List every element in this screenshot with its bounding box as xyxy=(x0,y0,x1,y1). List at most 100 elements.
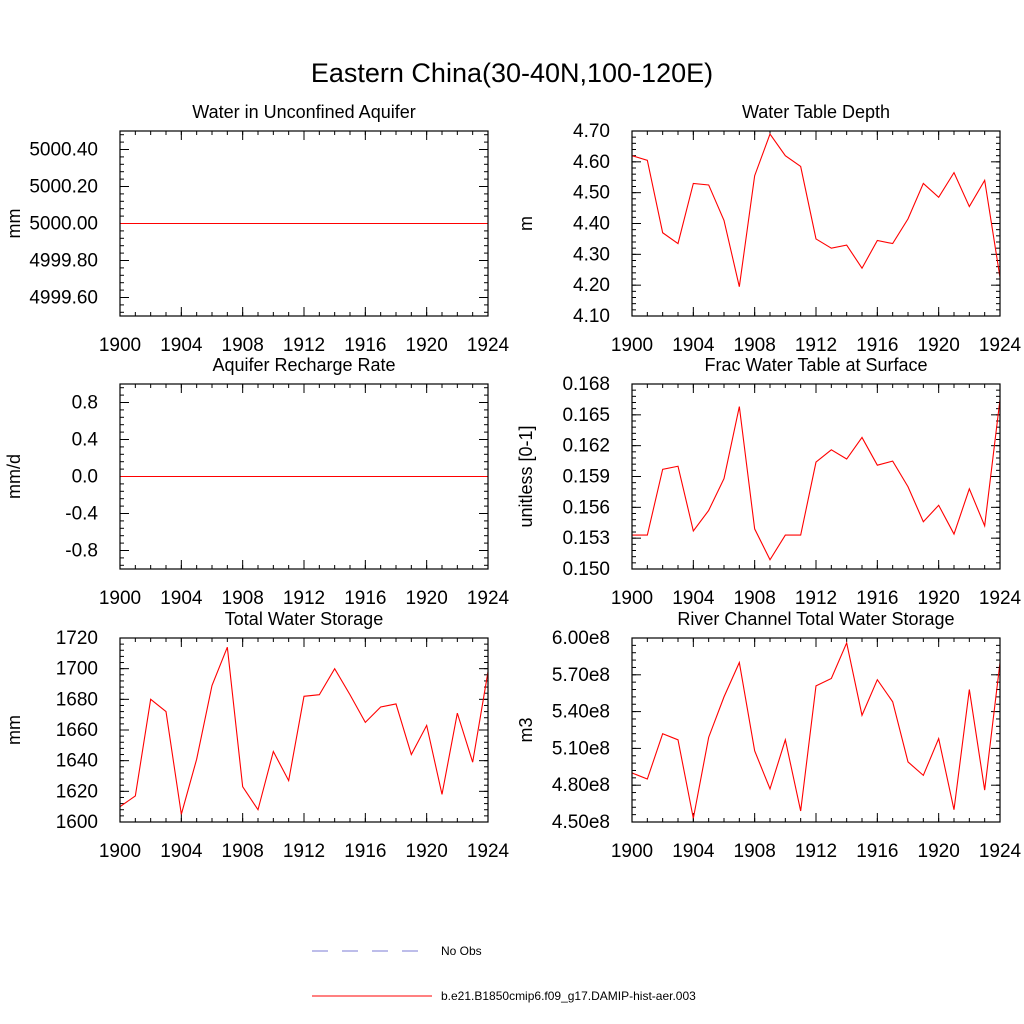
y-tick-label: 1680 xyxy=(56,689,98,710)
y-axis-label: mm xyxy=(4,209,24,239)
y-tick-label: 5.70e8 xyxy=(552,665,610,686)
chart-panel-3: Aquifer Recharge Rate mm/d 1900 1904 1908 191… xyxy=(4,355,510,609)
x-tick-label: 1916 xyxy=(344,335,386,356)
y-tick-label: 1700 xyxy=(56,659,98,680)
y-tick-label: 1660 xyxy=(56,720,98,741)
y-tick-label: 5000.20 xyxy=(29,177,98,198)
plot-frame xyxy=(119,130,489,317)
x-tick-label: 1924 xyxy=(979,588,1022,609)
y-tick-label: 0.0 xyxy=(72,467,98,488)
x-tick-label: 1908 xyxy=(222,335,264,356)
x-tick-label: 1912 xyxy=(283,335,325,356)
x-tick-label: 1904 xyxy=(672,588,715,609)
x-tick-label: 1904 xyxy=(160,841,203,862)
y-tick-label: 5000.40 xyxy=(29,140,98,161)
x-tick-label: 1924 xyxy=(467,841,510,862)
x-tick-label: 1908 xyxy=(734,335,776,356)
y-tick-label: 1600 xyxy=(56,812,98,833)
series-line-1 xyxy=(631,641,1001,819)
x-tick-label: 1912 xyxy=(283,588,325,609)
chart-panel-5: Total Water Storage mm 1900 1904 1908 1912 191… xyxy=(4,609,510,862)
x-tick-label: 1920 xyxy=(406,841,448,862)
y-tick-label: 0.8 xyxy=(72,393,98,414)
x-tick-label: 1912 xyxy=(795,335,837,356)
x-tick-label: 1904 xyxy=(160,335,203,356)
y-tick-label: 1620 xyxy=(56,781,98,802)
y-tick-label: 4999.80 xyxy=(29,251,98,272)
y-tick-label: 4.20 xyxy=(573,275,610,296)
legend-entry-2: b.e21.B1850cmip6.f09_g17.DAMIP-hist-aer.… xyxy=(312,989,696,1003)
x-tick-label: 1900 xyxy=(611,841,653,862)
legend-label: b.e21.B1850cmip6.f09_g17.DAMIP-hist-aer.… xyxy=(441,989,696,1003)
x-tick-label: 1924 xyxy=(467,588,510,609)
x-tick-label: 1900 xyxy=(611,588,653,609)
chart-panels: Water in Unconfined Aquifer mm 1900 1904 190… xyxy=(4,102,1022,862)
plot-frame xyxy=(119,383,489,570)
panel-title: Total Water Storage xyxy=(225,609,383,629)
legend-entry-1: No Obs xyxy=(312,944,482,958)
x-tick-label: 1916 xyxy=(856,841,898,862)
legend-label: No Obs xyxy=(441,944,482,958)
x-tick-label: 1900 xyxy=(99,335,141,356)
y-tick-label: 4.70 xyxy=(573,121,610,142)
panel-title: Aquifer Recharge Rate xyxy=(212,355,395,375)
x-tick-label: 1908 xyxy=(734,841,776,862)
x-tick-label: 1920 xyxy=(918,335,960,356)
x-tick-label: 1924 xyxy=(467,335,510,356)
y-axis-label: unitless [0-1] xyxy=(516,425,536,527)
panel-title: River Channel Total Water Storage xyxy=(677,609,954,629)
x-tick-label: 1904 xyxy=(672,335,715,356)
panel-title: Frac Water Table at Surface xyxy=(704,355,927,375)
x-tick-label: 1916 xyxy=(344,841,386,862)
y-tick-label: 0.159 xyxy=(562,467,610,488)
x-tick-label: 1900 xyxy=(99,588,141,609)
y-axis-label: m xyxy=(516,216,536,231)
x-tick-label: 1900 xyxy=(611,335,653,356)
x-tick-label: 1920 xyxy=(406,335,448,356)
x-tick-label: 1912 xyxy=(795,841,837,862)
x-tick-label: 1908 xyxy=(222,588,264,609)
y-tick-label: 5.40e8 xyxy=(552,702,610,723)
x-tick-label: 1916 xyxy=(856,335,898,356)
series-line-1 xyxy=(632,399,1001,561)
legend: No Obs b.e21.B1850cmip6.f09_g17.DAMIP-his… xyxy=(312,944,696,1003)
y-tick-label: 0.153 xyxy=(562,528,610,549)
y-tick-label: 4.40 xyxy=(573,214,610,235)
y-tick-label: 0.162 xyxy=(562,436,610,457)
y-tick-label: -0.4 xyxy=(65,504,98,525)
y-tick-label: 0.168 xyxy=(562,374,610,395)
plot-frame xyxy=(631,637,1001,823)
x-tick-label: 1916 xyxy=(856,588,898,609)
series-line-1 xyxy=(119,646,489,815)
y-tick-label: 4.10 xyxy=(573,306,610,327)
y-tick-label: 4.50e8 xyxy=(552,812,610,833)
plot-frame xyxy=(119,637,489,823)
x-tick-label: 1924 xyxy=(979,335,1022,356)
chart-panel-1: Water in Unconfined Aquifer mm 1900 1904 190… xyxy=(4,102,510,356)
x-tick-label: 1912 xyxy=(283,841,325,862)
y-tick-label: 4999.60 xyxy=(29,288,98,309)
x-tick-label: 1916 xyxy=(344,588,386,609)
x-tick-label: 1912 xyxy=(795,588,837,609)
y-tick-label: -0.8 xyxy=(65,541,98,562)
chart-panel-2: Water Table Depth m 1900 1904 1908 1912 1916 19… xyxy=(516,102,1022,356)
series-line-1 xyxy=(631,132,1001,287)
y-tick-label: 0.165 xyxy=(562,405,610,426)
y-tick-label: 4.60 xyxy=(573,152,610,173)
y-axis-label: mm xyxy=(4,715,24,745)
plot-frame xyxy=(631,383,1001,570)
y-tick-label: 4.80e8 xyxy=(552,775,610,796)
y-axis-label: m3 xyxy=(516,717,536,742)
x-tick-label: 1920 xyxy=(406,588,448,609)
y-tick-label: 5.10e8 xyxy=(552,738,610,759)
figure-title: Eastern China(30-40N,100-120E) xyxy=(311,58,713,88)
panel-title: Water in Unconfined Aquifer xyxy=(192,102,415,122)
x-tick-label: 1900 xyxy=(99,841,141,862)
x-tick-label: 1904 xyxy=(672,841,715,862)
panel-title: Water Table Depth xyxy=(742,102,890,122)
x-tick-label: 1920 xyxy=(918,841,960,862)
y-tick-label: 1720 xyxy=(56,628,98,649)
y-tick-label: 0.150 xyxy=(562,559,610,580)
plot-frame xyxy=(631,130,1001,317)
